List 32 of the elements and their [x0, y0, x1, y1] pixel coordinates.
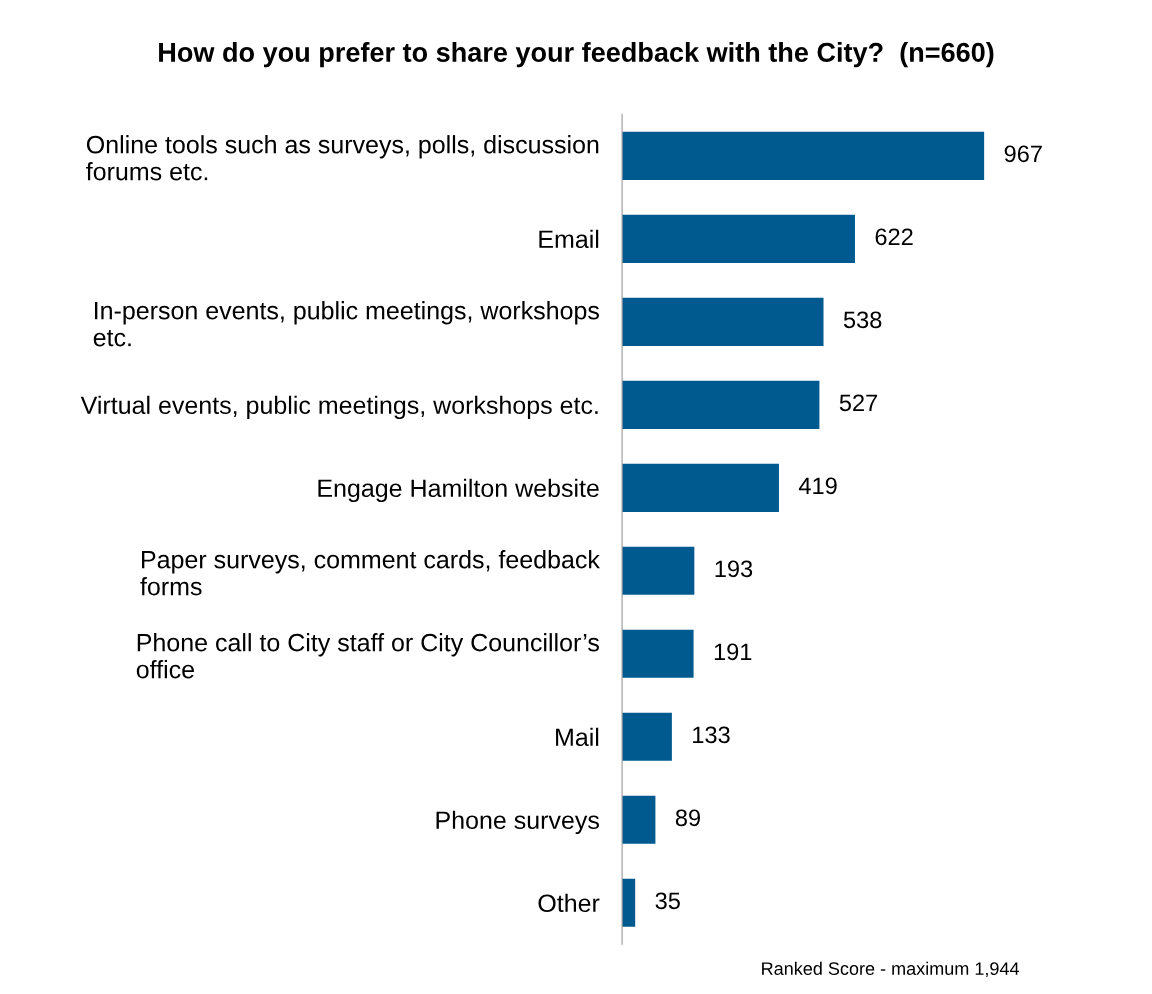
y-tick-label: Phone call to City staff or City Councillor’s office: [136, 633, 599, 679]
data-label: 191: [714, 643, 752, 661]
y-tick-label: In-person events, public meetings, workshops etc.: [93, 301, 599, 347]
data-label: 967: [1004, 145, 1042, 163]
data-label: 89: [675, 809, 700, 827]
bar: [622, 463, 779, 512]
y-tick-label: Virtual events, public meetings, workshops etc.: [80, 395, 598, 420]
bar: [622, 629, 694, 678]
bar: [622, 878, 636, 927]
y-tick-label: Phone surveys: [436, 810, 599, 835]
data-label: 35: [655, 892, 680, 910]
bar: [622, 795, 656, 844]
text: Ranked Score - maximum 1,944: [762, 961, 1020, 978]
bar: [622, 712, 672, 761]
y-tick-label: Paper surveys, comment cards, feedback forms: [140, 550, 600, 596]
bar: [622, 214, 855, 263]
data-label: 538: [843, 311, 882, 329]
bar: [622, 131, 985, 180]
y-tick-label: Online tools such as surveys, polls, discussion forums etc.: [86, 135, 599, 181]
bar: [622, 297, 824, 346]
y-tick-label: Other: [538, 893, 600, 913]
data-label: 622: [875, 228, 913, 246]
y-tick-label: Mail: [556, 727, 599, 747]
y-tick-label: Engage Hamilton website: [318, 478, 599, 503]
bar: [622, 546, 695, 595]
data-label: 527: [839, 394, 878, 412]
data-label: 419: [798, 477, 837, 495]
bar: [622, 380, 820, 429]
y-tick-label: Email: [539, 229, 599, 249]
data-label: 133: [693, 726, 730, 744]
data-label: 193: [715, 560, 753, 578]
chart-title: How do you prefer to share your feedback with the City? (n=660): [159, 42, 994, 68]
